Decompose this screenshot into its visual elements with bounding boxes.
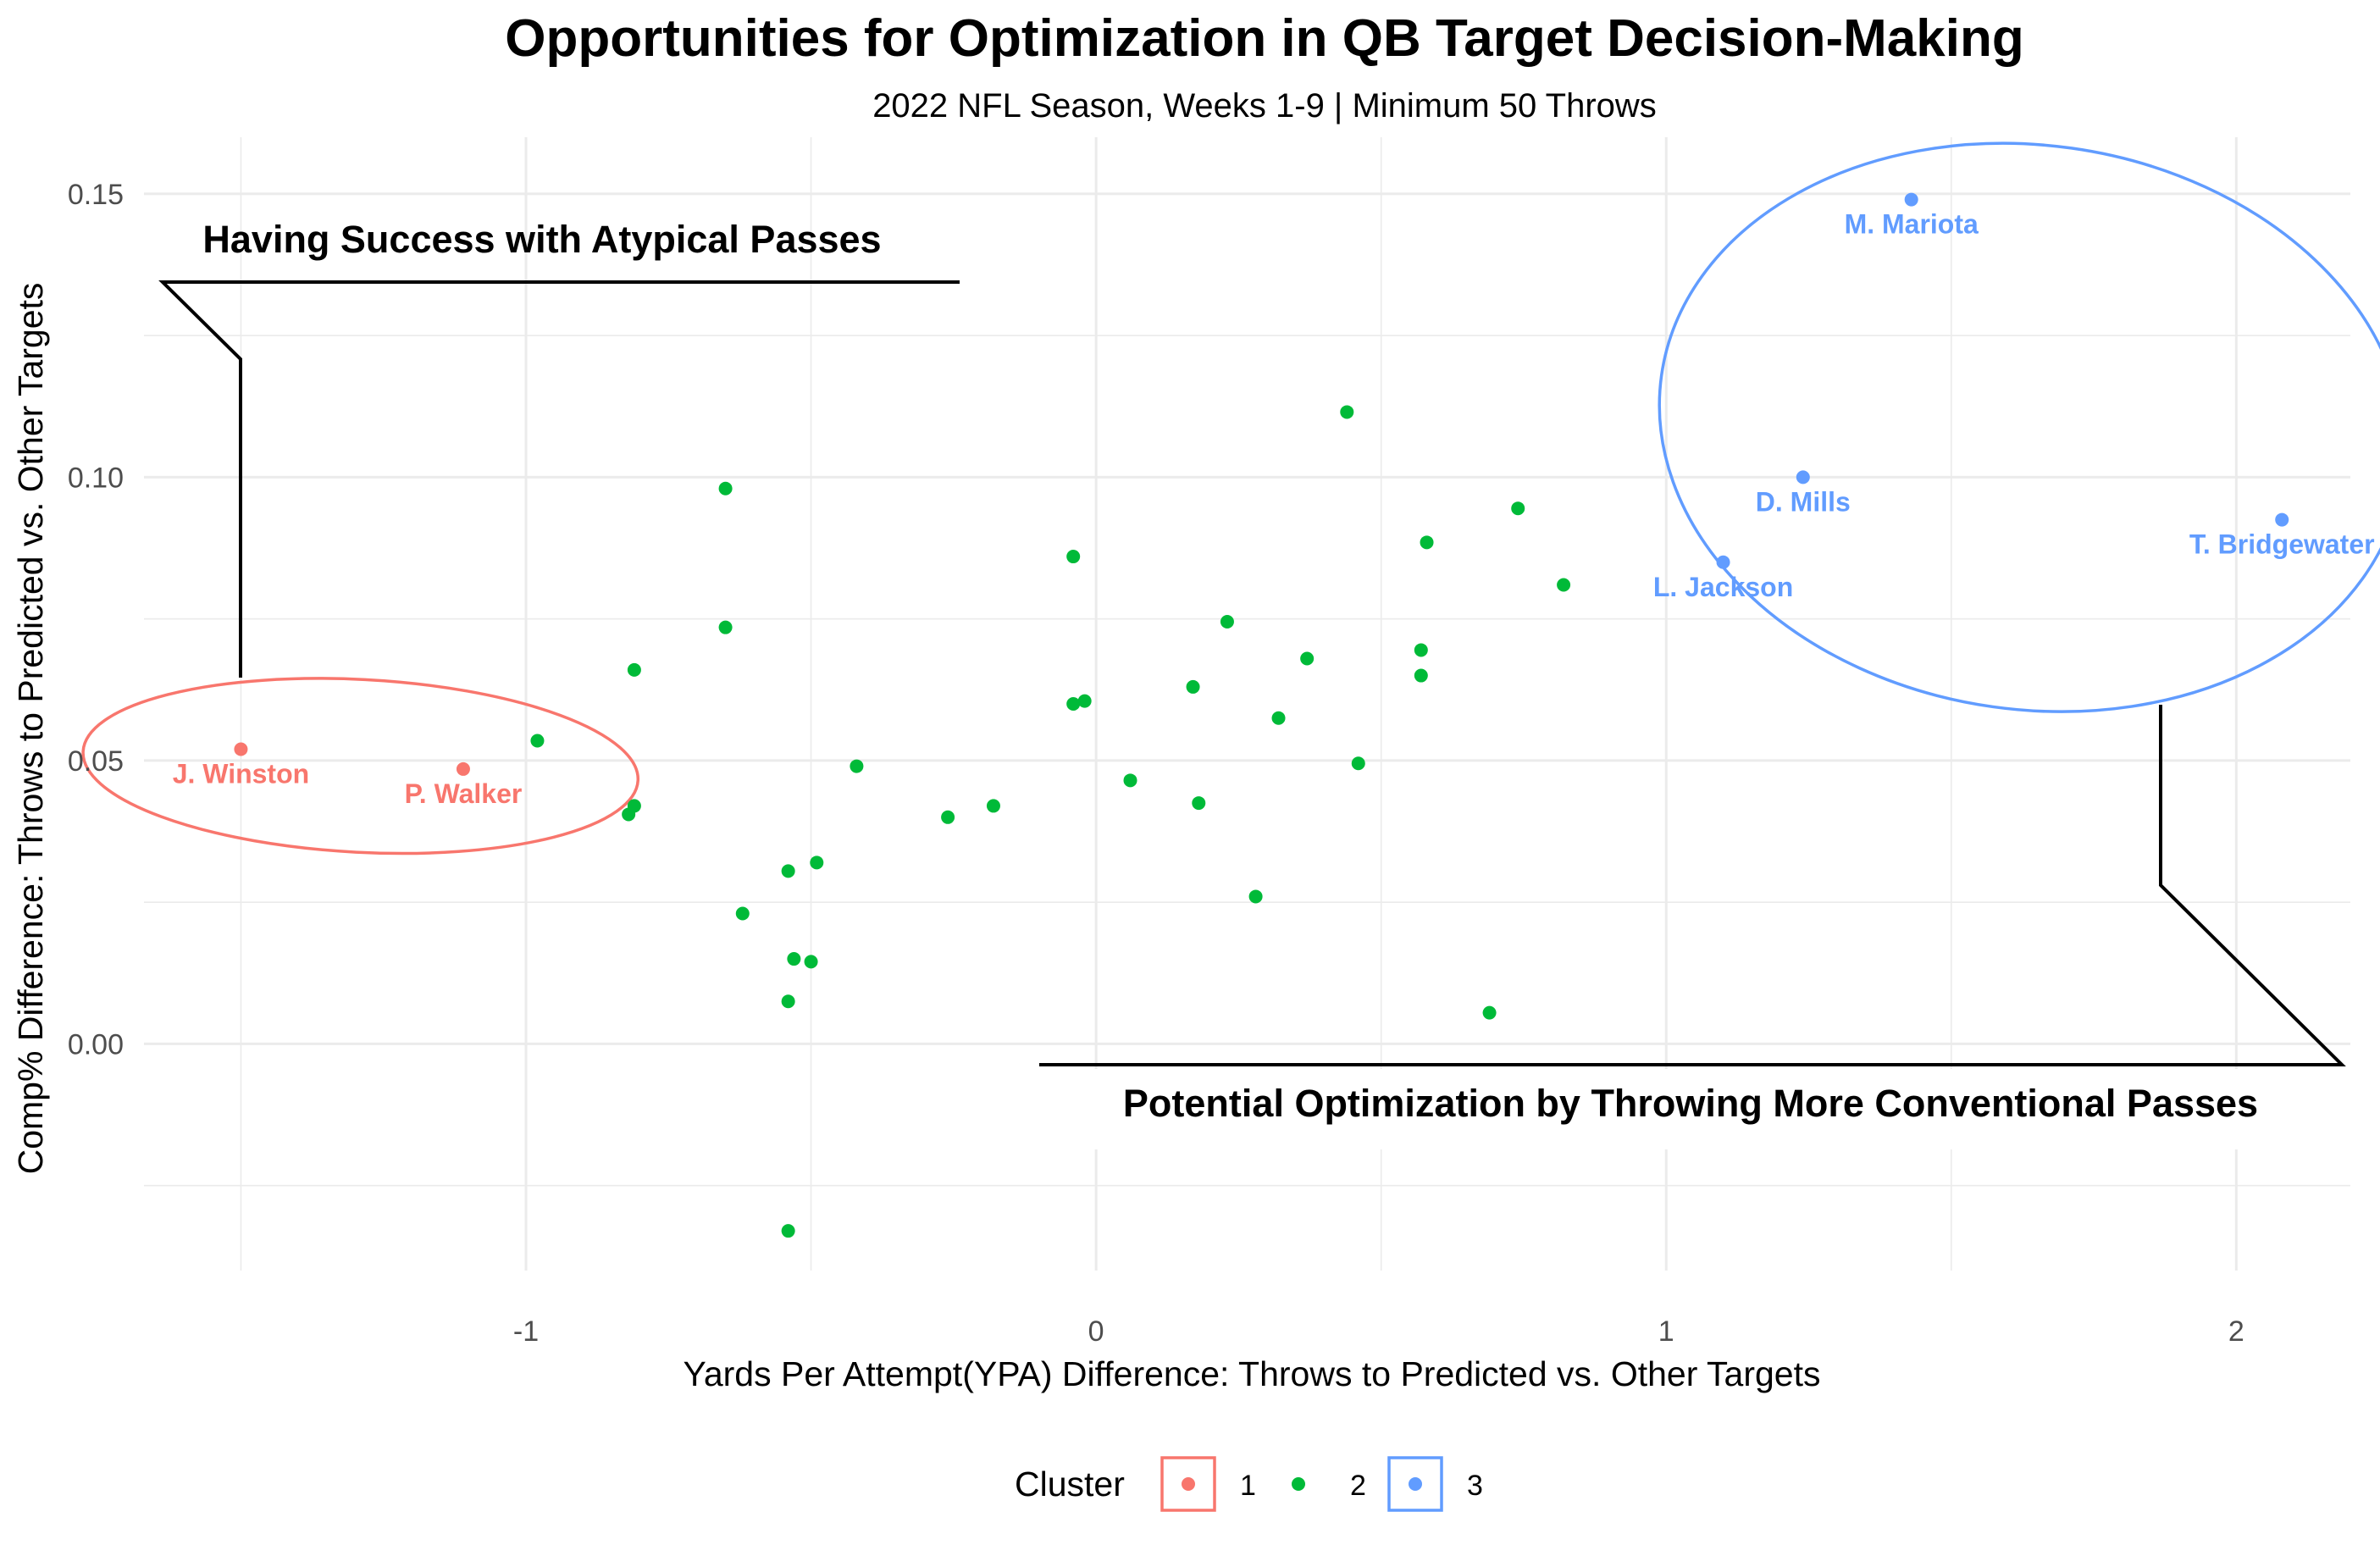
data-point-cluster-2 xyxy=(1482,1005,1497,1020)
data-point-cluster-2 xyxy=(1414,643,1428,657)
data-point-cluster-2 xyxy=(1557,578,1571,592)
legend: Cluster 1 2 3 xyxy=(1015,1456,1483,1512)
legend-label-3: 3 xyxy=(1467,1470,1483,1502)
point-label: L. Jackson xyxy=(1653,572,1793,602)
data-point-cluster-3 xyxy=(1904,192,1918,207)
data-point-cluster-2 xyxy=(1077,694,1092,708)
y-tick-label: 0.15 xyxy=(68,179,124,211)
legend-dot-1 xyxy=(1182,1477,1195,1491)
data-point-cluster-2 xyxy=(1123,773,1137,788)
data-point-cluster-2 xyxy=(1220,614,1234,628)
data-point-cluster-2 xyxy=(1414,668,1428,683)
data-point-cluster-2 xyxy=(781,864,795,878)
data-point-cluster-2 xyxy=(530,734,545,748)
grid-minor xyxy=(144,137,2350,1271)
data-point-cluster-2 xyxy=(1271,711,1286,725)
annotation-conventional: Potential Optimization by Throwing More … xyxy=(1123,1082,2258,1125)
x-tick-label: -1 xyxy=(513,1315,539,1348)
data-point-cluster-2 xyxy=(781,994,795,1009)
cluster-ellipses xyxy=(81,141,2380,856)
chart-subtitle: 2022 NFL Season, Weeks 1-9 | Minimum 50 … xyxy=(872,87,1657,125)
cluster-1-ellipse xyxy=(81,677,640,856)
data-point-cluster-3 xyxy=(1796,470,1810,485)
x-tick-label: 2 xyxy=(2228,1315,2244,1348)
x-axis-label: Yards Per Attempt(YPA) Difference: Throw… xyxy=(684,1354,1821,1393)
legend-dot-2 xyxy=(1292,1477,1305,1491)
point-label: P. Walker xyxy=(405,778,523,809)
data-point-cluster-2 xyxy=(735,906,750,921)
data-point-cluster-2 xyxy=(804,955,818,969)
data-point-cluster-2 xyxy=(1186,679,1200,694)
legend-label-2: 2 xyxy=(1350,1470,1366,1502)
y-tick-label: 0.10 xyxy=(68,462,124,494)
data-point-cluster-2 xyxy=(1351,756,1365,771)
legend-dot-3 xyxy=(1409,1477,1422,1491)
annotation-atypical: Having Success with Atypical Passes xyxy=(202,218,881,261)
y-tick-label: 0.05 xyxy=(68,745,124,778)
data-point-cluster-2 xyxy=(1066,550,1081,564)
data-point-cluster-2 xyxy=(1420,535,1434,550)
data-point-cluster-2 xyxy=(781,1224,795,1238)
data-point-cluster-2 xyxy=(1511,501,1525,516)
annotation-atypical-leader xyxy=(158,280,960,678)
data-point-cluster-1 xyxy=(234,742,248,756)
x-tick-label: 1 xyxy=(1658,1315,1674,1348)
point-label: M. Mariota xyxy=(1845,209,1979,240)
x-tick-labels: -1 0 1 2 xyxy=(513,1315,2244,1348)
point-label: J. Winston xyxy=(173,759,309,789)
data-point-cluster-2 xyxy=(718,481,733,496)
data-point-cluster-2 xyxy=(622,807,636,822)
cluster-3-ellipse xyxy=(1658,141,2380,713)
data-point-cluster-2 xyxy=(627,662,641,677)
data-point-cluster-2 xyxy=(986,799,1000,813)
data-point-cluster-2 xyxy=(1300,651,1315,666)
data-point-cluster-2 xyxy=(1248,889,1263,904)
data-point-cluster-2 xyxy=(941,810,955,824)
data-point-cluster-2 xyxy=(850,759,864,773)
annotation-conventional-bg xyxy=(1029,1069,2333,1149)
data-point-cluster-3 xyxy=(1716,555,1730,569)
point-label: D. Mills xyxy=(1756,486,1851,517)
point-labels: J. Winston P. Walker M. Mariota D. Mills T. … xyxy=(173,209,2375,809)
y-axis-label: Comp% Difference: Throws to Predicted vs… xyxy=(11,283,50,1175)
annotations: Having Success with Atypical Passes Poten… xyxy=(158,218,2346,1149)
point-label: T. Bridgewater xyxy=(2189,529,2375,560)
annotation-conventional-leader xyxy=(1039,705,2346,1066)
data-point-cluster-2 xyxy=(787,952,801,966)
data-point-cluster-1 xyxy=(456,761,470,776)
chart-title: Opportunities for Optimization in QB Tar… xyxy=(505,9,2023,68)
legend-label-1: 1 xyxy=(1240,1470,1256,1502)
data-point-cluster-2 xyxy=(1192,796,1206,811)
y-tick-labels: 0.00 0.05 0.10 0.15 xyxy=(68,179,124,1061)
data-point-cluster-2 xyxy=(718,620,733,634)
data-point-cluster-2 xyxy=(810,856,824,870)
data-point-cluster-2 xyxy=(1066,697,1081,711)
legend-title: Cluster xyxy=(1015,1465,1125,1503)
data-point-cluster-2 xyxy=(1340,405,1354,419)
y-tick-label: 0.00 xyxy=(68,1028,124,1060)
x-tick-label: 0 xyxy=(1088,1315,1104,1348)
data-points xyxy=(234,192,2289,1238)
data-point-cluster-3 xyxy=(2275,512,2289,527)
